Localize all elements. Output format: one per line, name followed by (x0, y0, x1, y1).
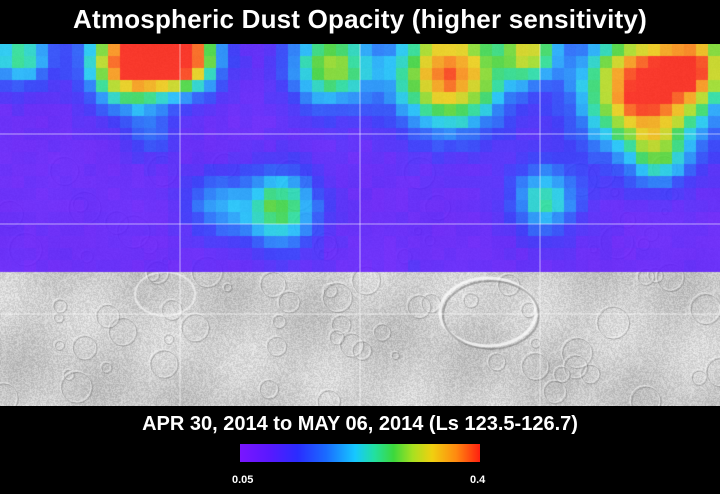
colorbar-max-label: 0.4 (470, 474, 486, 486)
mars-map (0, 44, 720, 406)
colorbar (240, 444, 480, 462)
colorbar-min-label: 0.05 (232, 474, 254, 486)
date-range-label: APR 30, 2014 to MAY 06, 2014 (Ls 123.5-1… (142, 413, 578, 435)
map-title: Atmospheric Dust Opacity (higher sensiti… (73, 4, 647, 34)
dust-opacity-layer (0, 44, 720, 406)
